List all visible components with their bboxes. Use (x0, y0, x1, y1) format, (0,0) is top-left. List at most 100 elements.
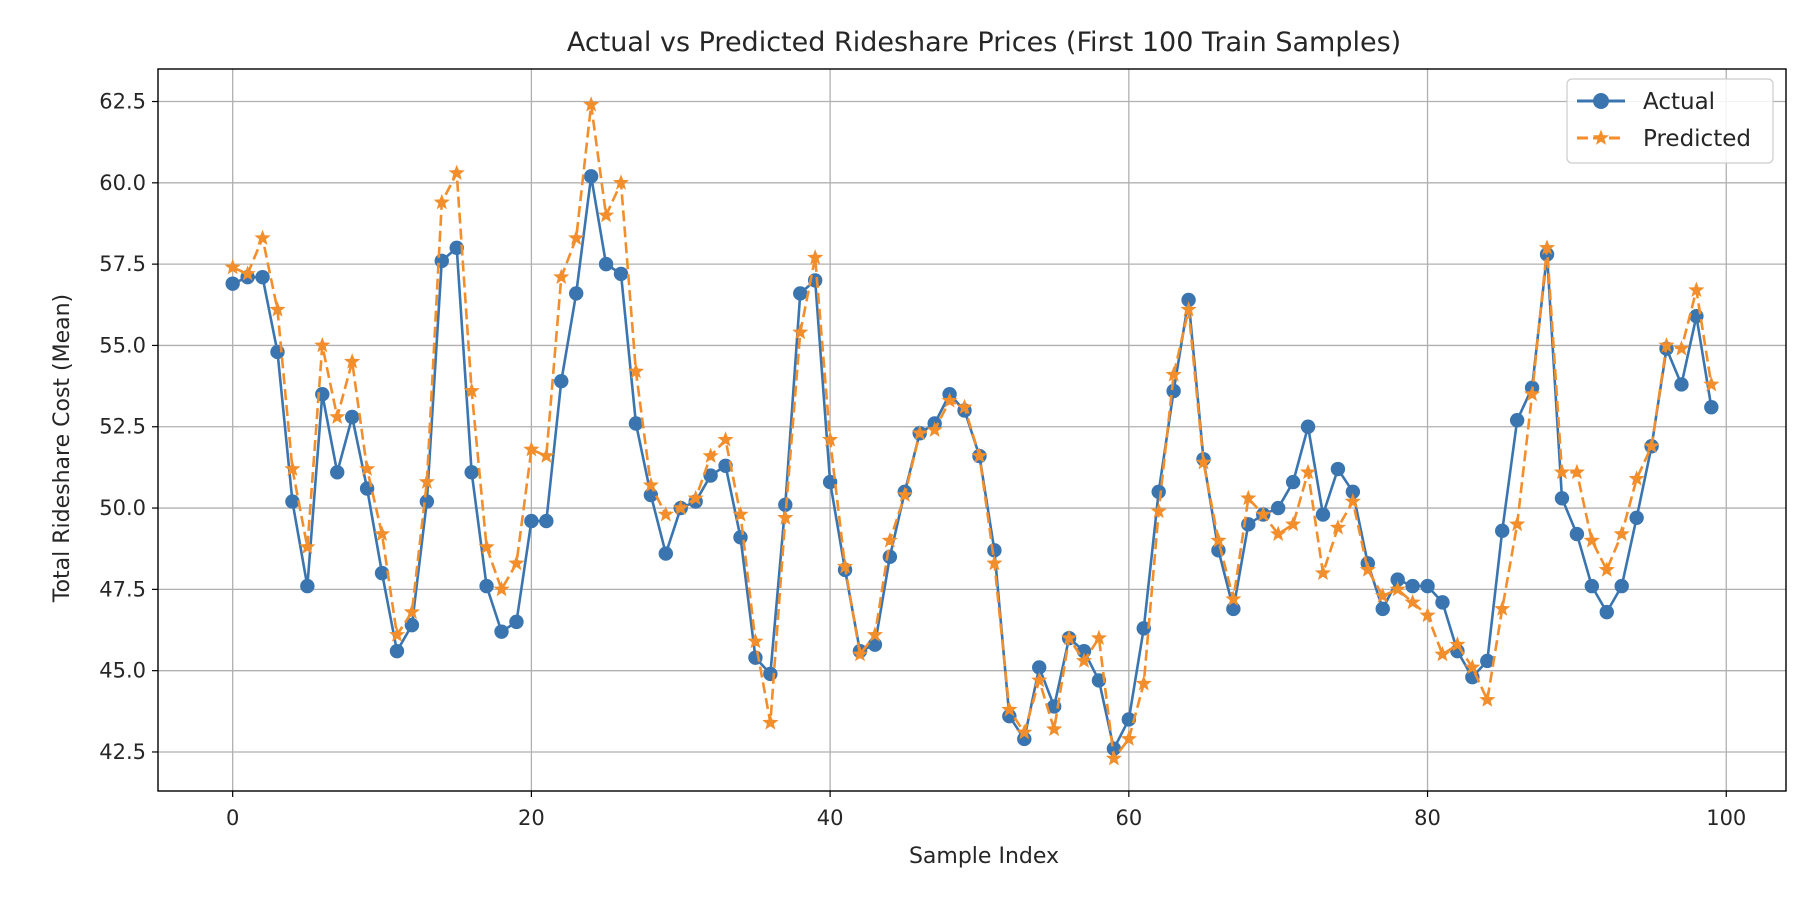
data-point-predicted (344, 353, 361, 369)
data-point-predicted (747, 632, 764, 649)
data-point-actual (300, 578, 315, 594)
data-point-predicted (1075, 652, 1093, 668)
data-point-actual (1136, 621, 1151, 636)
data-point-actual (419, 494, 435, 509)
data-point-predicted (1389, 580, 1406, 597)
data-point-predicted (986, 554, 1003, 571)
data-point-actual (583, 169, 599, 184)
y-tick-label: 57.5 (99, 252, 146, 276)
data-point-predicted (388, 626, 406, 642)
data-point-predicted (896, 486, 913, 502)
data-point-predicted (1314, 564, 1332, 580)
data-point-predicted (1016, 723, 1033, 740)
legend: Actual Predicted (1566, 78, 1774, 164)
data-point-predicted (1524, 385, 1541, 402)
data-point-actual (1390, 572, 1405, 587)
data-point-actual (374, 565, 390, 581)
data-point-predicted (1509, 515, 1526, 532)
data-point-actual (867, 637, 883, 652)
series-group (224, 96, 1720, 766)
data-point-predicted (657, 506, 674, 522)
data-point-actual (763, 666, 778, 682)
data-point-actual (628, 416, 644, 431)
data-point-predicted (1703, 375, 1720, 392)
data-point-predicted (1404, 593, 1421, 610)
y-axis-title: Total Rideshare Cost (Mean) (50, 294, 75, 603)
data-point-predicted (583, 96, 600, 112)
data-point-predicted (612, 174, 630, 190)
data-point-actual (613, 266, 629, 282)
data-point-actual (330, 465, 345, 480)
data-point-actual (658, 546, 674, 561)
y-tick-label: 60.0 (99, 171, 146, 195)
series-line-predicted (232, 103, 1713, 760)
data-point-actual (554, 374, 569, 389)
data-point-actual (1435, 595, 1450, 610)
data-point-predicted (687, 489, 704, 506)
data-point-predicted (239, 265, 256, 281)
data-point-actual (748, 650, 763, 665)
data-point-actual (1151, 484, 1166, 499)
data-point-predicted (403, 603, 420, 619)
data-point-predicted (911, 424, 928, 441)
data-point-actual (1674, 377, 1689, 392)
data-point-predicted (1628, 470, 1645, 486)
data-point-predicted (1225, 590, 1242, 606)
data-point-predicted (1180, 301, 1197, 317)
data-point-predicted (329, 408, 346, 424)
data-point-predicted (538, 447, 555, 463)
data-point-predicted (314, 336, 331, 353)
data-point-predicted (971, 447, 988, 463)
data-point-predicted (553, 268, 570, 285)
data-point-predicted (732, 506, 749, 522)
data-point-predicted (1688, 281, 1705, 298)
x-tick-label: 40 (817, 806, 844, 830)
legend-marker-predicted (1592, 129, 1610, 145)
data-point-predicted (1598, 561, 1615, 577)
data-point-predicted (1329, 519, 1347, 535)
data-point-predicted (359, 460, 376, 476)
data-point-predicted (1568, 463, 1585, 480)
data-point-actual (1121, 712, 1137, 727)
data-point-actual (1405, 578, 1420, 594)
data-point-predicted (1658, 336, 1675, 353)
data-point-predicted (448, 164, 465, 180)
data-point-actual (1106, 741, 1122, 756)
data-point-actual (1375, 601, 1390, 617)
data-point-predicted (1344, 493, 1361, 509)
data-point-predicted (866, 626, 883, 642)
data-point-actual (1704, 400, 1719, 415)
data-point-predicted (1538, 239, 1556, 255)
x-tick-label: 0 (226, 806, 239, 830)
data-point-actual (285, 494, 300, 509)
data-point-actual (1569, 526, 1585, 542)
data-point-actual (1495, 523, 1510, 539)
data-point-actual (1629, 510, 1644, 526)
data-point-predicted (1673, 340, 1690, 356)
data-point-predicted (1583, 532, 1600, 548)
data-point-predicted (1434, 645, 1451, 662)
y-tick-label: 47.5 (99, 577, 146, 601)
data-point-predicted (1299, 463, 1317, 480)
data-point-predicted (836, 558, 854, 574)
data-point-predicted (627, 362, 645, 379)
x-tick-label: 100 (1706, 806, 1746, 830)
data-point-predicted (1255, 506, 1272, 522)
y-tick-label: 45.0 (99, 659, 146, 683)
data-point-predicted (1090, 629, 1108, 646)
data-point-predicted (1359, 561, 1376, 577)
data-point-actual (255, 269, 270, 285)
data-point-predicted (597, 206, 615, 223)
data-point-predicted (493, 580, 510, 597)
series-actual (225, 169, 1719, 756)
data-point-actual (479, 578, 494, 594)
data-point-actual (1584, 578, 1600, 594)
data-point-actual (1330, 461, 1346, 477)
data-point-predicted (373, 525, 391, 541)
data-point-actual (539, 513, 554, 529)
data-point-actual (1285, 474, 1301, 490)
data-point-actual (389, 643, 405, 659)
data-point-actual (524, 513, 539, 529)
